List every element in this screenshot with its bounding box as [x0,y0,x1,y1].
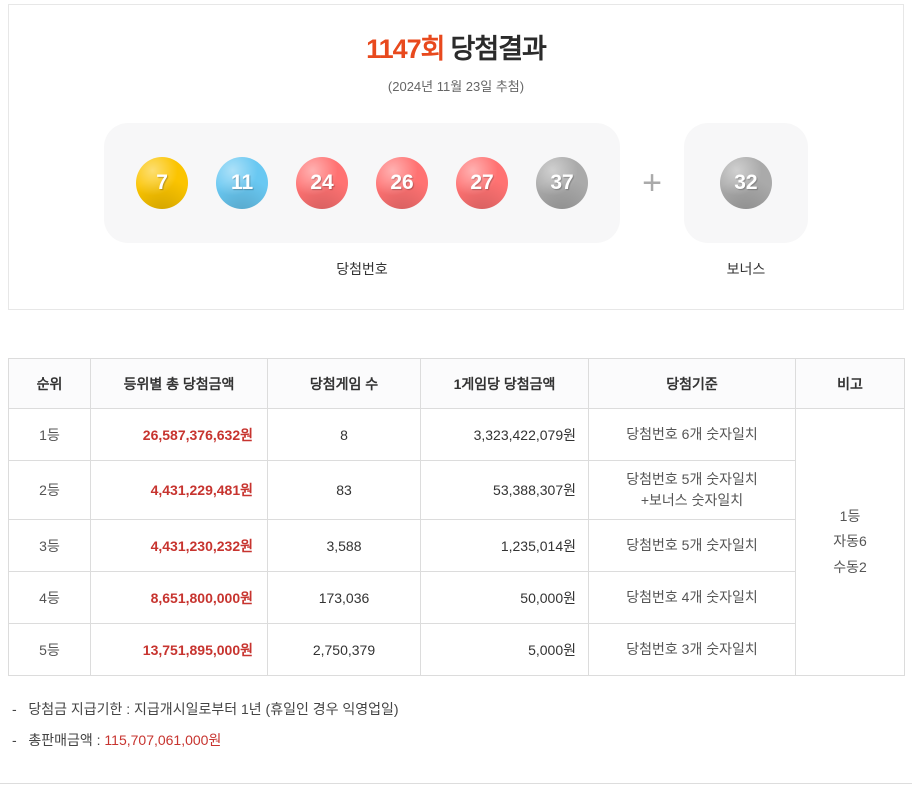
criteria-cell: 당첨번호 3개 숫자일치 [588,623,796,676]
plus-sign: + [642,163,662,202]
footer-notes: - 당첨금 지급기한 : 지급개시일로부터 1년 (휴일인 경우 익영업일) -… [12,700,900,749]
table-row-rank3: 3등 4,431,230,232원 3,588 1,235,014원 당첨번호 … [8,519,905,572]
total-sales-label: - 총판매금액 : [12,732,105,749]
table-row-rank4: 4등 8,651,800,000원 173,036 50,000원 당첨번호 4… [8,571,905,624]
winning-games-cell: 3,588 [267,519,421,572]
page-title: 1147회 당첨결과 [9,27,903,66]
winning-games-cell: 2,750,379 [267,623,421,676]
prize-per-game-cell: 3,323,422,079원 [420,408,589,461]
rank-cell: 4등 [8,571,91,624]
winning-games-cell: 8 [267,408,421,461]
prize-per-game-cell: 50,000원 [420,571,589,624]
winning-ball-2: 11 [216,157,269,209]
draw-row: 7 11 24 26 27 37 당첨번호 + 32 보너스 [9,123,903,279]
payment-deadline-note: - 당첨금 지급기한 : 지급개시일로부터 1년 (휴일인 경우 익영업일) [12,701,399,717]
winning-numbers-label: 당첨번호 [336,261,388,277]
prize-per-game-cell: 1,235,014원 [420,519,589,572]
winning-ball-5: 27 [456,157,509,209]
table-row-rank2: 2등 4,431,229,481원 83 53,388,307원 당첨번호 5개… [8,460,905,520]
rank-cell: 3등 [8,519,91,572]
round-number: 1147회 [366,34,445,64]
winning-numbers-box: 7 11 24 26 27 37 [104,123,621,243]
result-panel: 1147회 당첨결과 (2024년 11월 23일 추첨) 7 11 24 26 … [8,4,904,310]
winning-ball-1: 7 [136,157,189,209]
winning-games-cell: 173,036 [267,571,421,624]
total-prize-cell: 8,651,800,000원 [90,571,268,624]
remark-cell: 1등 자동6 수동2 [795,408,905,676]
col-header-prize-per-game: 1게임당 당첨금액 [420,358,589,409]
lotto-result-page: 1147회 당첨결과 (2024년 11월 23일 추첨) 7 11 24 26 … [0,4,912,785]
total-prize-cell: 26,587,376,632원 [90,408,268,461]
table-row-rank1: 1등 26,587,376,632원 8 3,323,422,079원 당첨번호… [8,408,905,676]
col-header-rank: 순위 [8,358,91,409]
criteria-cell: 당첨번호 6개 숫자일치 [588,408,796,461]
winning-ball-6: 37 [536,157,589,209]
winning-ball-3: 24 [296,157,349,209]
table-row-rank5: 5등 13,751,895,000원 2,750,379 5,000원 당첨번호… [8,623,905,676]
total-prize-cell: 4,431,230,232원 [90,519,268,572]
rank-cell: 1등 [8,408,91,461]
rank-cell: 5등 [8,623,91,676]
criteria-cell: 당첨번호 5개 숫자일치 +보너스 숫자일치 [588,460,796,520]
prize-per-game-cell: 53,388,307원 [420,460,589,520]
title-text: 당첨결과 [450,34,547,64]
col-header-winning-games: 당첨게임 수 [267,358,421,409]
criteria-cell: 당첨번호 5개 숫자일치 [588,519,796,572]
col-header-criteria: 당첨기준 [588,358,796,409]
draw-date: (2024년 11월 23일 추첨) [387,79,525,94]
prize-per-game-cell: 5,000원 [420,623,589,676]
table-header-row: 순위 등위별 총 당첨금액 당첨게임 수 1게임당 당첨금액 당첨기준 비고 [8,358,905,409]
total-prize-cell: 4,431,229,481원 [90,460,268,520]
bonus-ball: 32 [719,157,772,209]
total-prize-cell: 13,751,895,000원 [90,623,268,676]
rank-cell: 2등 [8,460,91,520]
total-sales-value: 115,707,061,000원 [104,732,222,749]
criteria-cell: 당첨번호 4개 숫자일치 [588,571,796,624]
winning-numbers-group: 7 11 24 26 27 37 당첨번호 [104,123,621,279]
total-sales-note: - 총판매금액 : 115,707,061,000원 [12,731,900,749]
winning-games-cell: 83 [267,460,421,520]
col-header-total-prize: 등위별 총 당첨금액 [90,358,268,409]
bonus-label: 보너스 [726,261,766,277]
col-header-remark: 비고 [795,358,905,409]
bonus-group: 32 보너스 [683,123,808,279]
winning-ball-4: 26 [376,157,429,209]
bonus-number-box: 32 [683,123,808,243]
prize-table: 순위 등위별 총 당첨금액 당첨게임 수 1게임당 당첨금액 당첨기준 비고 1… [8,358,905,676]
bottom-divider [0,783,912,785]
